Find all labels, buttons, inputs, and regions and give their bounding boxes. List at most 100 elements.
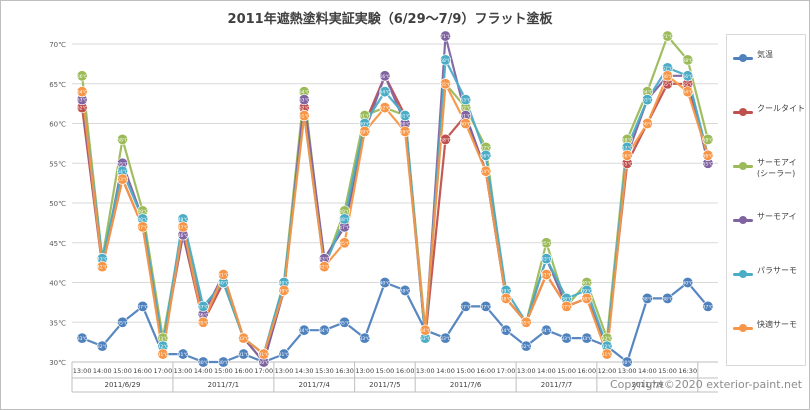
data-point [439, 332, 451, 344]
x-tick-label: 13:00 [517, 367, 536, 375]
y-tick-label: 45℃ [49, 240, 66, 248]
data-point [359, 125, 371, 137]
legend-item: クールタイト [731, 103, 805, 123]
data-label: 57℃ [480, 145, 491, 151]
data-label: 40℃ [581, 281, 592, 287]
x-tick-label: 16:00 [476, 367, 495, 375]
y-tick-label: 70℃ [49, 41, 66, 49]
data-point [76, 86, 88, 98]
data-point [561, 332, 573, 344]
data-point [76, 70, 88, 82]
data-label: 47℃ [339, 225, 350, 231]
data-label: 40℃ [380, 281, 391, 287]
legend-label: 気温 [757, 50, 773, 59]
data-point [197, 300, 209, 312]
y-tick-label: 50℃ [49, 200, 66, 208]
data-point [359, 332, 371, 344]
x-axis: 2011/6/29 2011/7/1 2011/7/4 2011/7/5 2011/7/… [71, 361, 718, 393]
data-label: 31℃ [602, 352, 613, 358]
data-label: 56℃ [703, 153, 714, 159]
legend-label: クールタイト [757, 104, 805, 113]
data-label: 34℃ [299, 328, 310, 334]
data-label: 58℃ [117, 137, 128, 143]
data-label: 63℃ [460, 98, 471, 104]
x-tick-label: 15:30 [315, 367, 334, 375]
data-label: 33℃ [157, 336, 168, 342]
data-point [399, 284, 411, 296]
data-point [641, 94, 653, 106]
data-label: 31℃ [258, 352, 269, 358]
x-tick-label: 16:00 [133, 367, 152, 375]
data-point [258, 348, 270, 360]
y-tick-label: 60℃ [49, 121, 66, 129]
data-point [500, 292, 512, 304]
data-label: 63℃ [77, 98, 88, 104]
date-group-label: 2011/7/5 [369, 381, 400, 389]
data-label: 67℃ [662, 66, 673, 72]
data-point [540, 324, 552, 336]
x-tick-label: 15:00 [113, 367, 132, 375]
data-label: 65℃ [682, 82, 693, 88]
data-label: 39℃ [400, 288, 411, 294]
data-point [581, 332, 593, 344]
data-point [318, 324, 330, 336]
data-label: 61℃ [299, 114, 310, 120]
data-label: 45℃ [541, 241, 552, 247]
x-tick-label: 13:00 [618, 367, 637, 375]
y-tick-label: 35℃ [49, 319, 66, 327]
data-point [116, 173, 128, 185]
data-label: 37℃ [480, 304, 491, 310]
x-tick-label: 16:00 [234, 367, 253, 375]
data-label: 66℃ [380, 74, 391, 80]
data-point [96, 340, 108, 352]
data-label: 49℃ [339, 209, 350, 215]
data-point [197, 356, 209, 368]
data-label: 49℃ [137, 209, 148, 215]
chart-title: 2011年遮熱塗料実証実験（6/29～7/9）フラット塗板 [227, 12, 553, 27]
legend-marker [739, 324, 747, 332]
x-tick-label: 13:00 [275, 367, 294, 375]
data-label: 31℃ [178, 352, 189, 358]
data-label: 33℃ [440, 336, 451, 342]
data-label: 38℃ [501, 296, 512, 302]
data-label: 42℃ [97, 265, 108, 271]
x-tick-label: 15:00 [376, 367, 395, 375]
data-point [641, 292, 653, 304]
data-label: 53℃ [117, 177, 128, 183]
data-label: 41℃ [218, 273, 229, 279]
data-label: 39℃ [581, 288, 592, 294]
data-label: 55℃ [117, 161, 128, 167]
data-point [662, 30, 674, 42]
data-label: 31℃ [157, 352, 168, 358]
data-label: 33℃ [359, 336, 370, 342]
x-tick-label: 13:00 [416, 367, 435, 375]
data-label: 37℃ [703, 304, 714, 310]
data-point [439, 30, 451, 42]
y-tick-label: 65℃ [49, 81, 66, 89]
data-label: 68℃ [682, 58, 693, 64]
data-label: 62℃ [299, 106, 310, 112]
data-label: 33℃ [581, 336, 592, 342]
legend-label: サーモアイ [757, 212, 797, 221]
data-label: 34℃ [541, 328, 552, 334]
data-point [500, 324, 512, 336]
x-tick-label: 14:00 [638, 367, 657, 375]
data-label: 58℃ [703, 137, 714, 143]
legend-marker [739, 108, 747, 116]
x-tick-label: 13:00 [355, 367, 374, 375]
data-label: 32℃ [602, 344, 613, 350]
series-line [81, 58, 709, 356]
legend-marker [739, 54, 747, 62]
data-point [197, 316, 209, 328]
data-label: 35℃ [117, 320, 128, 326]
data-label: 43℃ [541, 257, 552, 263]
date-group-label: 2011/7/6 [450, 381, 482, 389]
data-point [439, 54, 451, 66]
legend-item: サーモアイ (シーラー) [731, 157, 805, 178]
data-label: 57℃ [622, 145, 633, 151]
data-point [662, 292, 674, 304]
x-tick-label: 12:00 [598, 367, 617, 375]
data-label: 43℃ [97, 257, 108, 263]
data-label: 58℃ [622, 137, 633, 143]
data-point [298, 324, 310, 336]
